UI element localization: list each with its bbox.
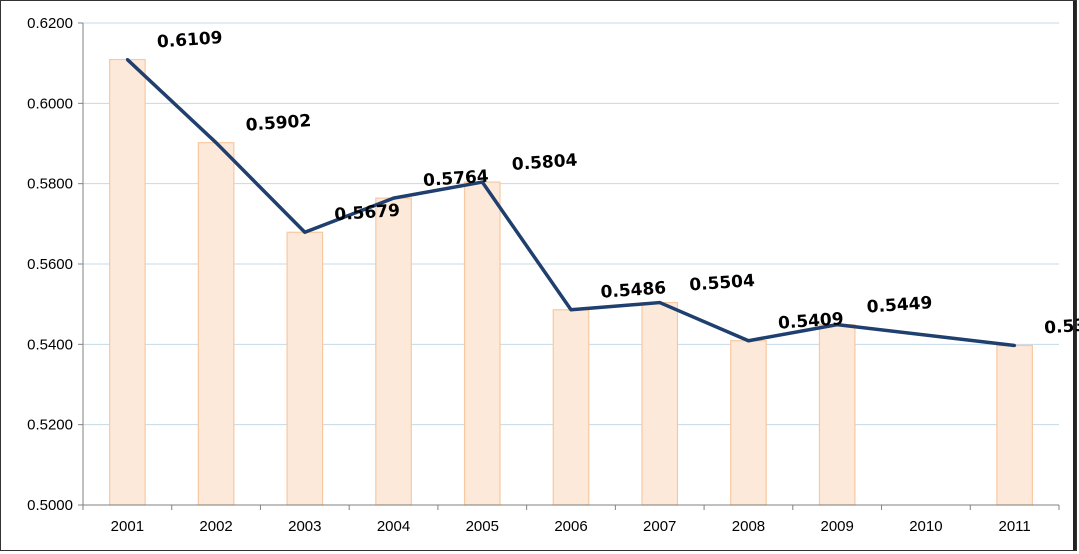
data-label: 0.5449: [866, 293, 933, 318]
data-label: 0.5764: [422, 167, 489, 192]
x-axis-tick-labels: 2001 2002 2003 2004 2005 2006 2007 2008 2009 2010…: [111, 518, 1031, 535]
bar: [286, 231, 324, 506]
x-tick-label: 2009: [820, 518, 853, 535]
line-point: [303, 230, 307, 234]
bar: [818, 324, 856, 506]
bar: [375, 197, 412, 506]
bar: [463, 181, 501, 506]
line-point: [392, 196, 396, 200]
x-tick-label: 2007: [643, 518, 676, 535]
x-tick-label: 2005: [466, 518, 499, 535]
bar: [552, 309, 590, 506]
x-tick-label: 2010: [909, 518, 942, 535]
x-tick-label: 2002: [199, 518, 232, 535]
data-label: 0.5902: [245, 111, 312, 136]
line-series: [125, 58, 1017, 348]
bar: [109, 58, 146, 506]
bar: [197, 142, 235, 506]
x-tick-label: 2011: [999, 518, 1031, 535]
y-tick-label: 0.5200: [27, 417, 73, 434]
x-tick-label: 2001: [111, 518, 144, 535]
axes: [78, 22, 1060, 510]
line-point: [746, 339, 750, 343]
y-tick-label: 0.5600: [27, 256, 73, 273]
data-labels: 0.6109 0.5902 0.5679 0.5764 0.5804 0.5486 0.55…: [156, 28, 1079, 339]
y-axis-tick-labels: 0.5000 0.5200 0.5400 0.5600 0.5800 0.6000 0.62…: [27, 15, 73, 514]
bar: [996, 344, 1033, 506]
line-point: [214, 141, 218, 145]
line-point: [1013, 344, 1017, 348]
y-tick-label: 0.6200: [27, 15, 73, 32]
x-tick-label: 2008: [732, 518, 765, 535]
x-tick-label: 2003: [288, 518, 321, 535]
line-point: [480, 180, 484, 184]
data-label: 0.6109: [156, 28, 223, 53]
y-tick-label: 0.5800: [27, 176, 73, 193]
bar: [641, 301, 679, 506]
gridlines: [83, 22, 1059, 426]
data-label: 0.5804: [511, 151, 578, 176]
line-point: [658, 301, 662, 305]
line-point: [125, 58, 129, 62]
x-tick-label: 2004: [377, 518, 410, 535]
y-tick-label: 0.5000: [27, 497, 73, 514]
y-tick-label: 0.5400: [27, 336, 73, 353]
bar: [730, 340, 767, 506]
y-tick-label: 0.6000: [27, 95, 73, 112]
data-label: 0.5679: [334, 201, 401, 226]
line-path: [126, 58, 1015, 348]
data-label: 0.5486: [600, 278, 667, 303]
line-point: [835, 323, 839, 327]
data-label: 0.5504: [689, 271, 756, 296]
data-label: 0.5397: [1044, 314, 1079, 339]
x-tick-label: 2006: [554, 518, 587, 535]
line-point: [569, 308, 573, 312]
data-label: 0.5409: [777, 309, 844, 334]
